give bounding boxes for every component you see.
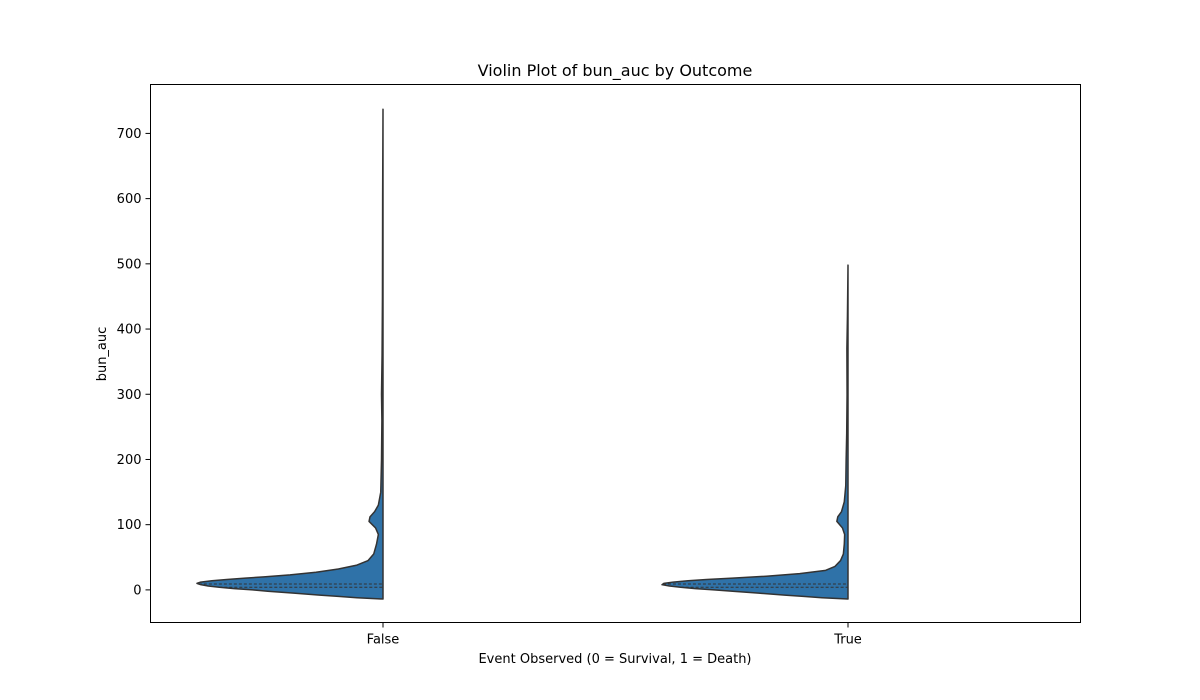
- violin-body: [196, 108, 384, 600]
- y-tick-label: 200: [117, 453, 142, 468]
- x-axis: False True: [367, 622, 862, 648]
- y-tick-label: 600: [117, 192, 142, 207]
- x-tick-label: False: [367, 633, 400, 648]
- y-tick-label: 700: [117, 127, 142, 142]
- violin-body: [661, 264, 849, 600]
- y-tick-label: 100: [117, 518, 142, 533]
- y-tick-label: 500: [117, 257, 142, 272]
- plot-area-frame: [150, 84, 1081, 623]
- violins-layer: [196, 108, 849, 600]
- y-axis-label: bun_auc: [95, 327, 110, 382]
- y-tick-label: 0: [133, 583, 141, 598]
- x-tick-label: True: [833, 633, 862, 648]
- x-axis-label: Event Observed (0 = Survival, 1 = Death): [478, 652, 751, 667]
- y-tick-label: 400: [117, 323, 142, 338]
- y-tick-label: 300: [117, 388, 142, 403]
- chart-title: Violin Plot of bun_auc by Outcome: [478, 61, 753, 81]
- y-axis: 0 100 200 300 400 500 600 700: [117, 127, 151, 598]
